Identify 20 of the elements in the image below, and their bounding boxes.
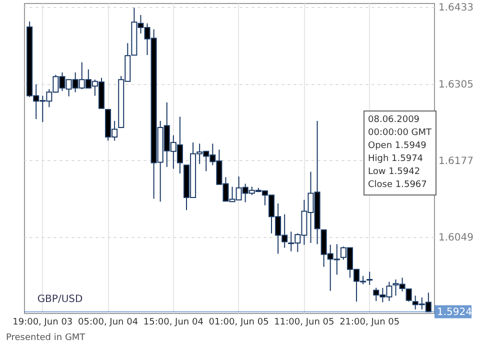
x-tick-label: 21:00, Jun 05 (340, 318, 400, 328)
y-tick-label: 1.6433 (438, 2, 474, 14)
annotation: Close 1.5967 (368, 180, 427, 190)
y-tick-label: 1.6177 (438, 156, 474, 167)
y-tick-label: 1.6305 (438, 79, 474, 90)
x-tick-label: 11:00, Jun 05 (274, 318, 334, 328)
x-tick-label: 15:00, Jun 04 (143, 318, 204, 328)
annotation: Open 1.5949 (368, 141, 427, 151)
x-tick-label: 01:00, Jun 05 (208, 318, 269, 328)
annotation: Low 1.5942 (368, 167, 420, 177)
y-tick-label: 1.6049 (438, 232, 474, 244)
annotation: 00:00:00 GMT (368, 128, 432, 138)
ref-line-label: 1.5924 (437, 306, 472, 318)
candlestick (366, 271, 373, 286)
x-tick-label: 19:00, Jun 03 (12, 318, 73, 328)
annotation: 08.06.2009 (368, 115, 420, 125)
annotation: High 1.5974 (368, 154, 424, 164)
annotation: GBP/USD (37, 294, 83, 305)
x-tick-label: 05:00, Jun 04 (78, 318, 138, 328)
text: Presented in GMT (6, 333, 86, 343)
